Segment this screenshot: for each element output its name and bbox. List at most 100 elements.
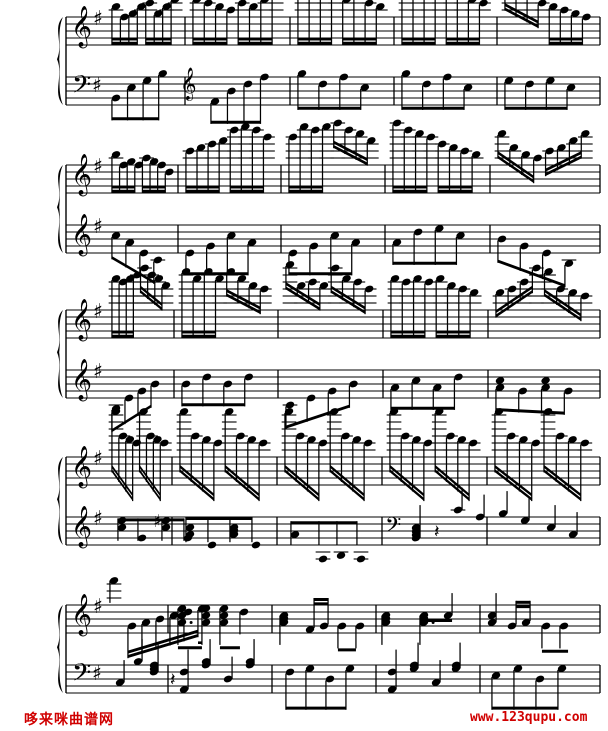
measure-upper xyxy=(487,593,569,653)
note-head xyxy=(518,387,528,395)
note-head xyxy=(451,661,461,669)
note-head xyxy=(413,275,422,282)
note-head xyxy=(297,282,306,289)
beam xyxy=(333,140,368,162)
measure-upper xyxy=(282,261,377,315)
beam xyxy=(225,469,260,501)
note-head xyxy=(236,432,245,440)
treble-clef-icon: 𝄞 xyxy=(71,5,92,48)
beam xyxy=(111,469,133,501)
beam xyxy=(342,41,377,45)
note-head xyxy=(192,0,202,3)
note-head xyxy=(120,13,129,21)
beam xyxy=(331,290,366,314)
note-head xyxy=(328,387,337,395)
eighth-rest: 𝄽 xyxy=(434,521,440,542)
note-head xyxy=(412,436,421,443)
beam xyxy=(497,151,534,179)
beam xyxy=(544,293,581,321)
beam xyxy=(111,464,133,497)
note-head xyxy=(487,619,497,626)
note-head xyxy=(207,541,217,549)
measure-lower xyxy=(392,225,465,265)
note-head xyxy=(177,619,187,626)
note-head xyxy=(387,686,397,693)
beam xyxy=(181,330,216,334)
note-head xyxy=(179,668,189,676)
sharp-icon: ♯ xyxy=(93,299,103,323)
treble-clef-icon: 𝄞 xyxy=(180,67,196,101)
note-head xyxy=(495,384,505,391)
measure-upper xyxy=(491,408,593,502)
note-head xyxy=(387,668,397,676)
note-head xyxy=(560,6,569,14)
sharp-icon: ♯ xyxy=(92,661,102,685)
measure-upper xyxy=(389,119,484,193)
beam xyxy=(435,464,470,497)
note-head xyxy=(126,275,135,282)
beam xyxy=(333,145,368,166)
beam xyxy=(504,3,539,24)
beam xyxy=(497,259,565,288)
beam xyxy=(192,41,227,45)
beam xyxy=(284,469,319,501)
note-head xyxy=(336,552,346,559)
note-head xyxy=(137,387,147,395)
sharp-icon: ♯ xyxy=(93,6,103,30)
note-head xyxy=(392,119,402,127)
note-head xyxy=(537,0,547,7)
note-head xyxy=(531,439,541,447)
note-head xyxy=(241,123,250,130)
note-head xyxy=(507,622,517,630)
note-head xyxy=(349,380,358,388)
system-brace xyxy=(57,310,63,398)
sharp-icon: ♯ xyxy=(93,214,103,238)
note-head xyxy=(491,672,501,679)
note-head xyxy=(288,249,298,257)
measure-lower xyxy=(491,665,567,710)
note-head xyxy=(569,137,578,144)
note-head xyxy=(431,679,441,686)
note-head xyxy=(225,408,234,415)
note-head xyxy=(124,394,134,402)
treble-clef-icon: 𝄞 xyxy=(71,213,92,256)
note-head xyxy=(460,147,470,155)
note-head xyxy=(155,615,165,623)
note-head xyxy=(244,373,254,381)
measure-upper xyxy=(189,0,284,45)
beam xyxy=(419,619,453,622)
note-head xyxy=(202,373,212,381)
beam xyxy=(297,37,332,41)
note-head xyxy=(207,140,217,148)
measure-lower: 𝄽 xyxy=(115,639,176,690)
beam xyxy=(111,41,138,45)
treble-clef-icon: 𝄞 xyxy=(71,298,92,341)
beam xyxy=(392,189,427,193)
note-head xyxy=(147,271,156,279)
measure-upper xyxy=(279,598,365,652)
note-head xyxy=(497,130,507,137)
system-brace xyxy=(57,17,63,105)
note-head xyxy=(111,408,121,415)
note-head xyxy=(111,3,121,10)
note-head xyxy=(161,524,171,531)
note-head xyxy=(285,401,295,409)
beam xyxy=(494,469,532,501)
note-head xyxy=(325,675,335,683)
key-signature-sharp: ♯ xyxy=(93,299,103,323)
note-head xyxy=(564,387,573,395)
beam xyxy=(219,646,240,650)
measure-upper xyxy=(492,264,593,322)
note-head xyxy=(177,605,187,612)
sharp-icon: ♯ xyxy=(93,506,103,530)
note-head xyxy=(191,432,200,440)
site-name-label: 哆来咪曲谱网 xyxy=(24,712,114,728)
measure-lower xyxy=(179,639,255,693)
note-head xyxy=(111,232,121,239)
treble-clef-icon: 𝄞 xyxy=(71,445,92,488)
note-head xyxy=(285,668,295,676)
beam xyxy=(288,189,323,193)
note-head xyxy=(206,242,215,250)
note-head xyxy=(339,73,349,81)
beam xyxy=(541,649,569,653)
